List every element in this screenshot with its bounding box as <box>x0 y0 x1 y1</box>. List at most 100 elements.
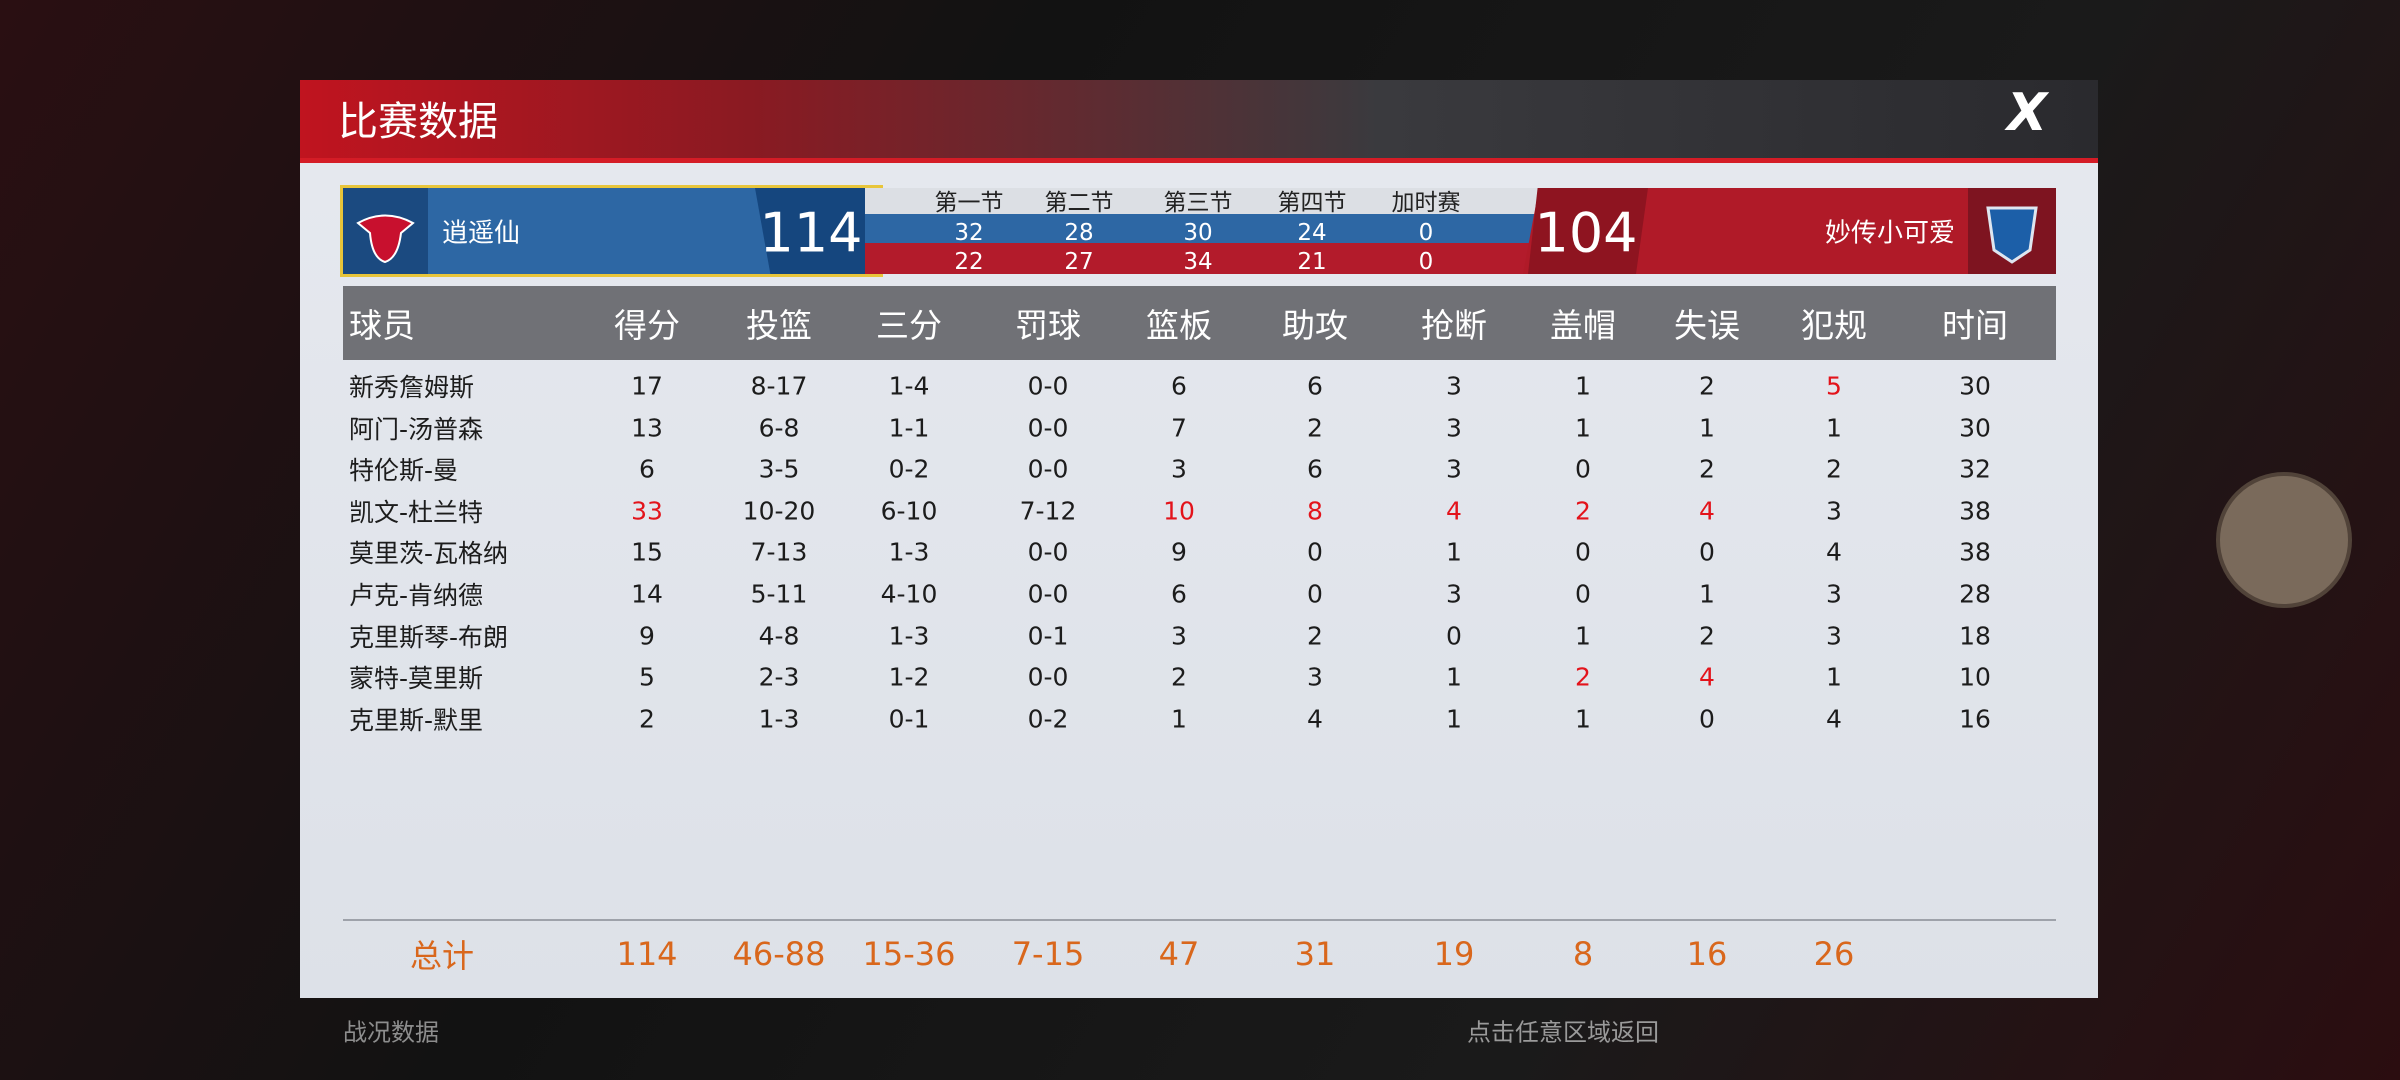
stat-cell: 7 <box>1171 413 1187 443</box>
stat-cell: 10 <box>1163 496 1195 526</box>
stat-cell: 4-8 <box>758 621 800 651</box>
home-quarter-score: 30 <box>1183 220 1213 246</box>
period-label: 加时赛 <box>1391 190 1461 216</box>
quarter-block <box>865 188 1538 274</box>
stat-cell: 13 <box>631 413 663 443</box>
stat-cell: 0 <box>1307 579 1323 609</box>
column-header: 罚球 <box>1015 306 1081 345</box>
tab-label[interactable]: 战况数据 <box>343 1018 439 1047</box>
stat-cell: 8 <box>1307 496 1323 526</box>
stat-cell: 8-17 <box>750 371 808 401</box>
player-name: 凯文-杜兰特 <box>349 497 484 527</box>
stat-cell: 2 <box>1699 621 1715 651</box>
player-name: 克里斯-默里 <box>349 705 484 735</box>
panel-title: 比赛数据 <box>338 99 498 145</box>
total-cell: 26 <box>1813 935 1855 973</box>
stat-cell: 5 <box>639 662 655 692</box>
home-quarter-score: 0 <box>1418 220 1434 246</box>
home-team-name: 逍遥仙 <box>442 218 521 249</box>
stat-cell: 0 <box>1575 537 1591 567</box>
mavs-logo <box>1986 206 2038 264</box>
stat-cell: 2 <box>1699 454 1715 484</box>
home-quarter-score: 28 <box>1064 220 1094 246</box>
away-score: 104 <box>1534 201 1638 265</box>
total-cell: 8 <box>1572 935 1594 973</box>
stat-cell: 0-1 <box>1027 621 1069 651</box>
stat-cell: 1 <box>1826 413 1842 443</box>
stat-cell: 15 <box>631 537 663 567</box>
stat-cell: 1-4 <box>888 371 930 401</box>
stat-cell: 1 <box>1699 413 1715 443</box>
stat-cell: 0 <box>1699 704 1715 734</box>
stat-cell: 14 <box>631 579 663 609</box>
period-label: 第三节 <box>1163 190 1233 216</box>
player-name: 克里斯琴-布朗 <box>349 622 509 652</box>
stat-cell: 6 <box>1171 371 1187 401</box>
player-name: 特伦斯-曼 <box>349 456 459 486</box>
column-header: 抢断 <box>1421 306 1487 345</box>
stat-cell: 2 <box>1171 662 1187 692</box>
stat-cell: 32 <box>1959 454 1991 484</box>
stat-cell: 0-1 <box>888 704 930 734</box>
stat-cell: 2 <box>1575 496 1591 526</box>
stat-cell: 1-3 <box>758 704 800 734</box>
away-quarter-score: 22 <box>954 249 984 275</box>
period-label: 第二节 <box>1044 190 1114 216</box>
column-header: 投篮 <box>746 306 812 345</box>
stat-cell: 0-0 <box>1027 537 1069 567</box>
column-header: 助攻 <box>1282 306 1348 345</box>
stat-cell: 0-0 <box>1027 413 1069 443</box>
stat-cell: 3 <box>1446 413 1462 443</box>
home-score-bg <box>755 188 883 274</box>
player-name: 新秀詹姆斯 <box>349 373 475 402</box>
side-button[interactable] <box>2216 472 2352 608</box>
total-cell: 15-36 <box>862 935 956 973</box>
player-name: 阿门-汤普森 <box>349 414 484 444</box>
stat-cell: 33 <box>631 496 663 526</box>
stat-cell: 3 <box>1446 371 1462 401</box>
stat-cell: 1 <box>1446 704 1462 734</box>
total-cell: 31 <box>1294 935 1336 973</box>
stat-cell: 5-11 <box>750 579 808 609</box>
stat-cell: 6 <box>1307 371 1323 401</box>
stat-cell: 0 <box>1307 537 1323 567</box>
away-quarter-score: 34 <box>1183 249 1213 275</box>
total-cell: 16 <box>1686 935 1728 973</box>
stat-cell: 1 <box>1446 537 1462 567</box>
total-cell: 47 <box>1158 935 1200 973</box>
stat-cell: 6 <box>1307 454 1323 484</box>
stat-cell: 18 <box>1959 621 1991 651</box>
total-cell: 7-15 <box>1011 935 1085 973</box>
home-quarter-score: 32 <box>954 220 984 246</box>
stat-cell: 0-2 <box>888 454 930 484</box>
stat-cell: 38 <box>1959 537 1991 567</box>
stat-cell: 4 <box>1699 496 1715 526</box>
stat-cell: 28 <box>1959 579 1991 609</box>
stat-cell: 6-8 <box>758 413 800 443</box>
stat-cell: 1 <box>1171 704 1187 734</box>
column-header: 篮板 <box>1146 306 1212 345</box>
stat-cell: 10 <box>1959 662 1991 692</box>
stat-cell: 1 <box>1575 621 1591 651</box>
close-button[interactable]: X <box>2006 83 2048 143</box>
stat-cell: 0 <box>1699 537 1715 567</box>
stat-cell: 4 <box>1699 662 1715 692</box>
stat-cell: 1 <box>1575 413 1591 443</box>
column-header: 球员 <box>349 306 415 345</box>
stat-cell: 3 <box>1446 579 1462 609</box>
stat-cell: 0-2 <box>1027 704 1069 734</box>
stat-cell: 2 <box>1575 662 1591 692</box>
stat-cell: 1-3 <box>888 621 930 651</box>
stat-cell: 1 <box>1826 662 1842 692</box>
stat-cell: 6-10 <box>880 496 938 526</box>
away-team-name: 妙传小可爱 <box>1824 218 1955 249</box>
stat-cell: 3 <box>1826 579 1842 609</box>
column-header: 三分 <box>876 306 942 345</box>
stat-cell: 3 <box>1826 496 1842 526</box>
stat-cell: 9 <box>1171 537 1187 567</box>
table-header-bar <box>343 286 2056 360</box>
stat-cell: 0-0 <box>1027 579 1069 609</box>
stat-cell: 0 <box>1575 454 1591 484</box>
totals-label: 总计 <box>409 937 475 975</box>
stat-cell: 3 <box>1826 621 1842 651</box>
